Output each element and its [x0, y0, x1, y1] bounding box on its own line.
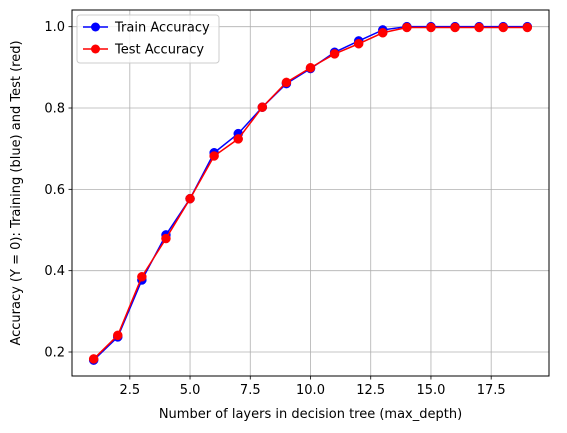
legend-marker — [91, 22, 100, 32]
data-point — [305, 62, 316, 73]
x-tick-label: 15.0 — [416, 383, 445, 398]
data-point — [257, 102, 268, 112]
data-point — [474, 22, 484, 33]
series-layer — [88, 21, 533, 365]
legend-entries: Train Accuracy Test Accuracy — [83, 21, 210, 58]
data-point — [426, 22, 436, 33]
legend-entry: Train Accuracy — [83, 21, 210, 36]
legend-box — [76, 14, 220, 64]
data-point — [185, 193, 195, 204]
data-point — [353, 39, 364, 49]
data-point — [498, 22, 508, 33]
legend-label: Train Accuracy — [114, 21, 210, 36]
data-point — [522, 22, 533, 33]
ticks: 2.5 5.0 7.5 10.0 12.5 15.0 17.5 0.2 0.4 0.6 0.8 1.0 — [44, 20, 505, 398]
y-tick-label: 1.0 — [44, 20, 65, 35]
data-point — [161, 233, 171, 244]
y-tick-label: 0.4 — [44, 264, 65, 279]
x-axis-label: Number of layers in decision tree (max_d… — [159, 407, 462, 422]
x-tick-label: 17.5 — [477, 383, 506, 398]
data-point — [113, 330, 123, 341]
legend-label: Test Accuracy — [114, 43, 204, 58]
data-point — [402, 22, 412, 33]
x-tick-label: 12.5 — [356, 383, 385, 398]
data-point — [233, 134, 243, 144]
data-point — [329, 49, 340, 59]
data-point — [281, 77, 292, 88]
data-point — [209, 151, 219, 161]
x-tick-label: 5.0 — [180, 383, 201, 398]
legend-entry: Test Accuracy — [83, 43, 204, 58]
data-point — [450, 22, 460, 33]
x-tick-label: 2.5 — [119, 383, 140, 398]
legend: Train Accuracy Test Accuracy — [76, 14, 220, 64]
x-tick-label: 7.5 — [240, 383, 261, 398]
data-point — [88, 354, 99, 364]
y-tick-label: 0.6 — [44, 183, 65, 198]
y-axis-label: Accuracy (Y = 0): Training (blue) and Te… — [9, 40, 24, 345]
x-tick-label: 10.0 — [296, 383, 325, 398]
legend-marker — [91, 44, 100, 54]
y-tick-label: 0.8 — [44, 102, 65, 117]
y-tick-label: 0.2 — [44, 346, 65, 361]
data-point — [137, 272, 147, 282]
data-point — [378, 28, 388, 38]
series-test — [88, 22, 533, 364]
